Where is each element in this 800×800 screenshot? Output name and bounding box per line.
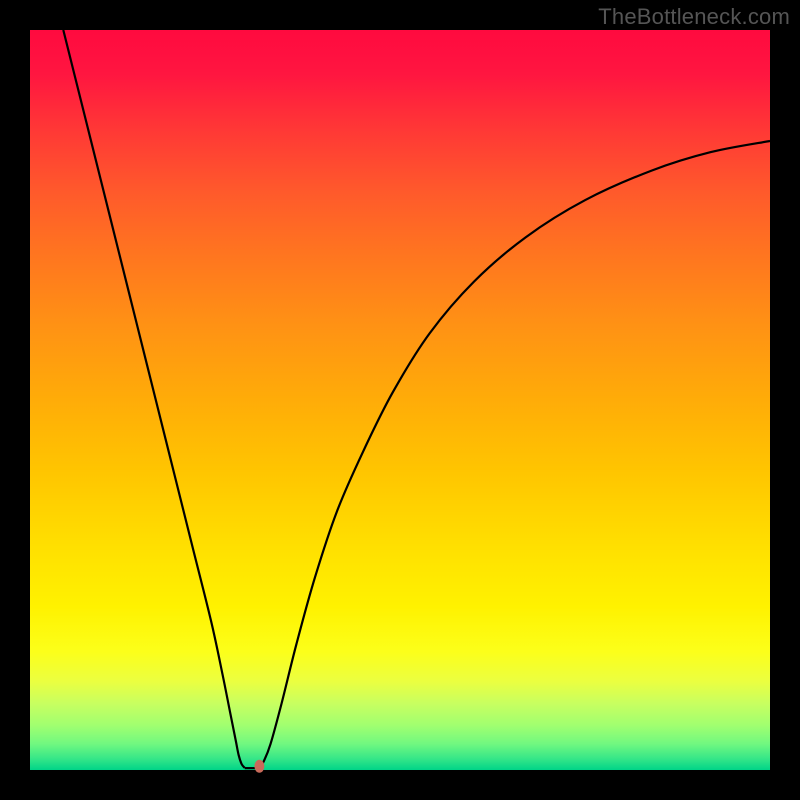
watermark-text: TheBottleneck.com — [598, 4, 790, 30]
chart-container: TheBottleneck.com — [0, 0, 800, 800]
plot-background — [30, 30, 770, 770]
bottleneck-chart — [0, 0, 800, 800]
optimal-point-marker — [254, 760, 264, 773]
